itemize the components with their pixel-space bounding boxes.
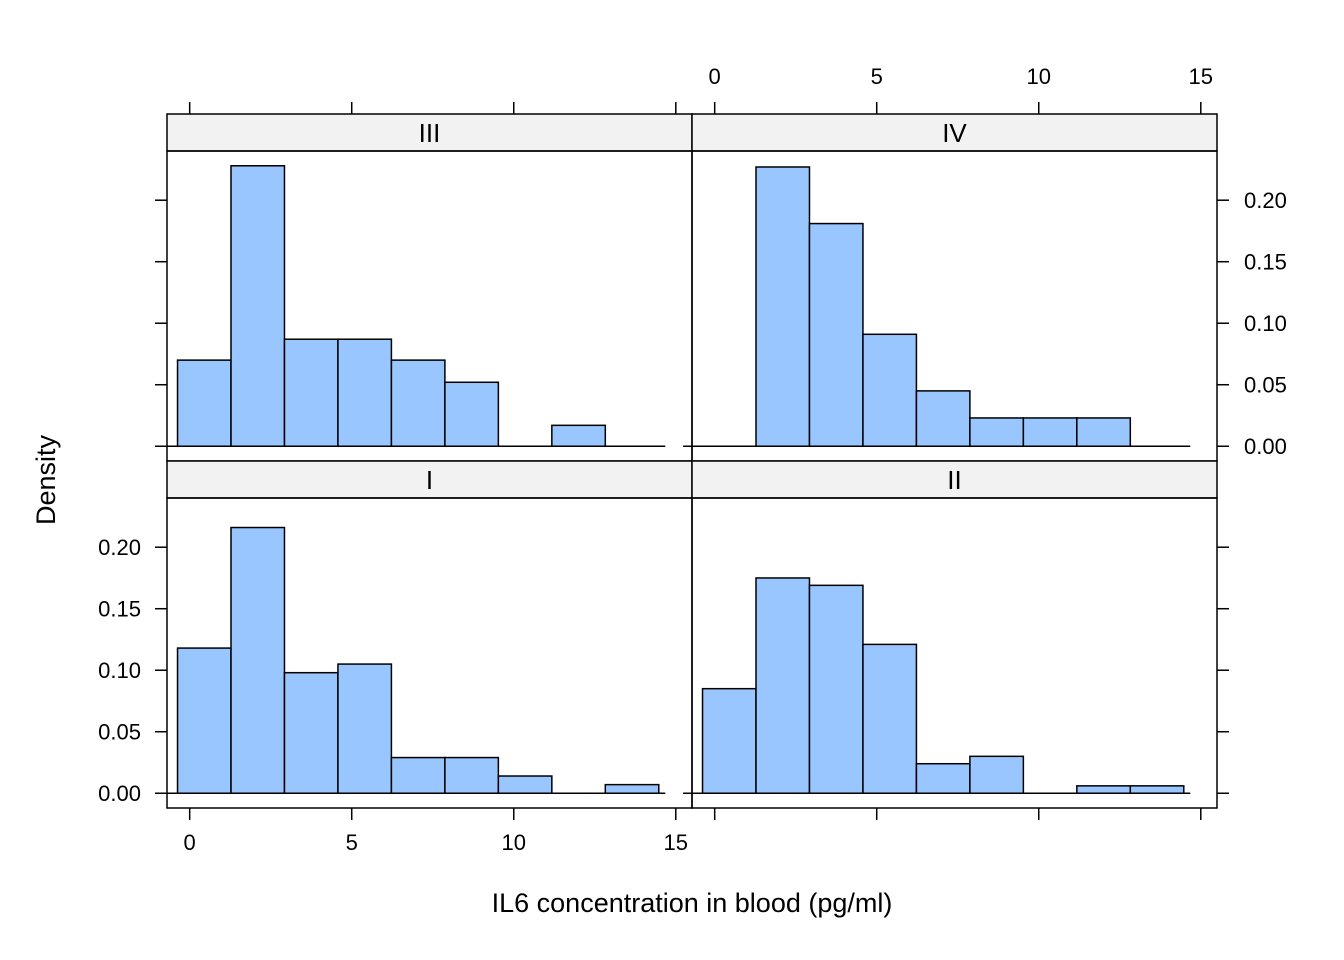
bar-III-4: [337, 338, 393, 447]
bar-I-3: [283, 671, 339, 794]
bar-III-8: [551, 424, 607, 447]
panel-I: I: [158, 460, 693, 809]
y-axis-title: Density: [31, 434, 61, 525]
bar-II-2: [755, 577, 811, 794]
bar-III-3: [283, 338, 339, 447]
panel-frame-II: [691, 497, 1218, 809]
bar-IV-2: [755, 166, 811, 447]
bar-II-9: [1129, 785, 1185, 794]
x-axis-title: IL6 concentration in blood (pg/ml): [492, 888, 893, 918]
bar-I-6: [444, 756, 500, 794]
y-tick-label-left-4: 0.20: [98, 535, 141, 560]
bar-IV-5: [915, 390, 971, 447]
strip-label-I: I: [426, 465, 433, 495]
strip-IV: [691, 113, 1218, 152]
strip-label-II: II: [947, 465, 961, 495]
x-tick-label-top-10: 10: [1027, 64, 1051, 89]
x-tick-label-bottom-5: 5: [346, 830, 358, 855]
panel-III: III: [158, 113, 693, 462]
strip-label-III: III: [419, 118, 441, 148]
bar-II-6: [969, 755, 1025, 794]
bar-III-5: [390, 359, 446, 447]
x-tick-label-bottom-10: 10: [502, 830, 526, 855]
bar-IV-8: [1076, 417, 1132, 447]
bar-IV-7: [1022, 417, 1078, 447]
bar-II-4: [862, 643, 918, 794]
strip-label-IV: IV: [942, 118, 967, 148]
bar-I-9: [604, 783, 660, 794]
bar-III-1: [176, 359, 232, 447]
y-tick-label-right-3: 0.15: [1244, 250, 1287, 275]
strip-III: [166, 113, 693, 152]
bar-IV-6: [969, 417, 1025, 447]
panels: III IVI II: [158, 113, 1218, 809]
y-tick-label-left-0: 0.00: [98, 781, 141, 806]
y-tick-label-right-4: 0.20: [1244, 188, 1287, 213]
strip-II: [691, 460, 1218, 499]
bar-II-8: [1076, 785, 1132, 794]
y-tick-label-left-2: 0.10: [98, 658, 141, 683]
bar-III-2: [230, 165, 286, 447]
y-tick-label-right-1: 0.05: [1244, 373, 1287, 398]
bar-I-1: [176, 647, 232, 794]
panel-II: II: [683, 460, 1218, 809]
y-tick-label-left-3: 0.15: [98, 597, 141, 622]
bar-II-1: [701, 687, 757, 794]
y-tick-label-left-1: 0.05: [98, 720, 141, 745]
x-tick-label-bottom-0: 0: [184, 830, 196, 855]
bar-I-7: [497, 775, 553, 794]
bar-II-5: [915, 762, 971, 794]
bar-IV-4: [862, 333, 918, 447]
panel-IV: IV: [683, 113, 1218, 462]
axes: 0 0 5 5 10 10 15 15 0.00 0.00 0.05 0.05 0.10 0.10 0.15…: [98, 64, 1287, 855]
x-tick-label-top-5: 5: [871, 64, 883, 89]
bar-II-3: [808, 584, 864, 794]
bar-I-2: [230, 526, 286, 794]
bar-III-6: [444, 381, 500, 447]
x-tick-label-bottom-15: 15: [664, 830, 688, 855]
y-tick-label-right-0: 0.00: [1244, 434, 1287, 459]
x-tick-label-top-15: 15: [1189, 64, 1213, 89]
x-tick-label-top-0: 0: [709, 64, 721, 89]
bar-I-5: [390, 756, 446, 794]
bar-I-4: [337, 663, 393, 794]
y-tick-label-right-2: 0.10: [1244, 311, 1287, 336]
bar-IV-3: [808, 222, 864, 447]
